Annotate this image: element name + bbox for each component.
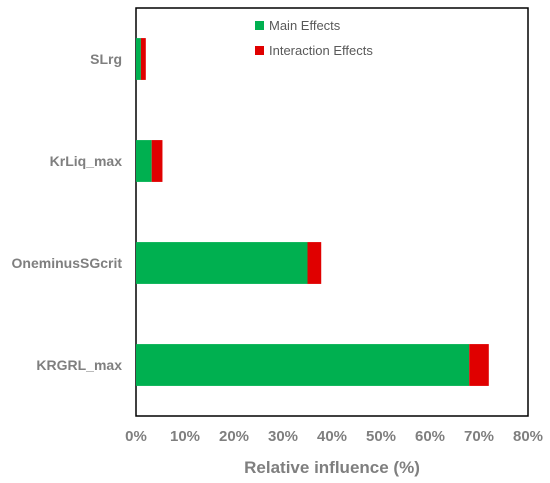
category-label: KrLiq_max — [50, 153, 123, 169]
bar-OneminusSGcrit-interaction — [307, 242, 322, 284]
legend-swatch-main — [255, 21, 264, 30]
bar-KrLiq_max-main — [136, 140, 152, 182]
bar-SLrg-main — [136, 38, 141, 80]
x-tick-label: 70% — [464, 428, 494, 445]
category-labels: SLrg KrLiq_max OneminusSGcrit KRGRL_max — [12, 51, 123, 373]
category-label: KRGRL_max — [36, 357, 122, 373]
x-tick-label: 80% — [513, 428, 543, 445]
bar-KrLiq_max-interaction — [151, 140, 163, 182]
bar-KRGRL_max-main — [136, 344, 470, 386]
x-tick-label: 40% — [317, 428, 347, 445]
bar-SLrg-interaction — [140, 38, 146, 80]
x-tick-labels: 0% 10% 20% 30% 40% 50% 60% 70% 80% — [125, 428, 543, 445]
legend: Main Effects Interaction Effects — [255, 18, 373, 58]
x-axis-title: Relative influence (%) — [244, 458, 420, 477]
x-tick-label: 10% — [170, 428, 200, 445]
bars-group — [136, 38, 489, 386]
x-tick-label: 30% — [268, 428, 298, 445]
legend-swatch-interaction — [255, 46, 264, 55]
x-tick-label: 0% — [125, 428, 147, 445]
x-tick-label: 50% — [366, 428, 396, 445]
category-label: OneminusSGcrit — [12, 255, 123, 271]
legend-label-interaction: Interaction Effects — [269, 43, 373, 58]
x-tick-label: 60% — [415, 428, 445, 445]
bar-OneminusSGcrit-main — [136, 242, 308, 284]
x-tick-label: 20% — [219, 428, 249, 445]
legend-label-main: Main Effects — [269, 18, 341, 33]
bar-KRGRL_max-interaction — [469, 344, 489, 386]
category-label: SLrg — [90, 51, 122, 67]
